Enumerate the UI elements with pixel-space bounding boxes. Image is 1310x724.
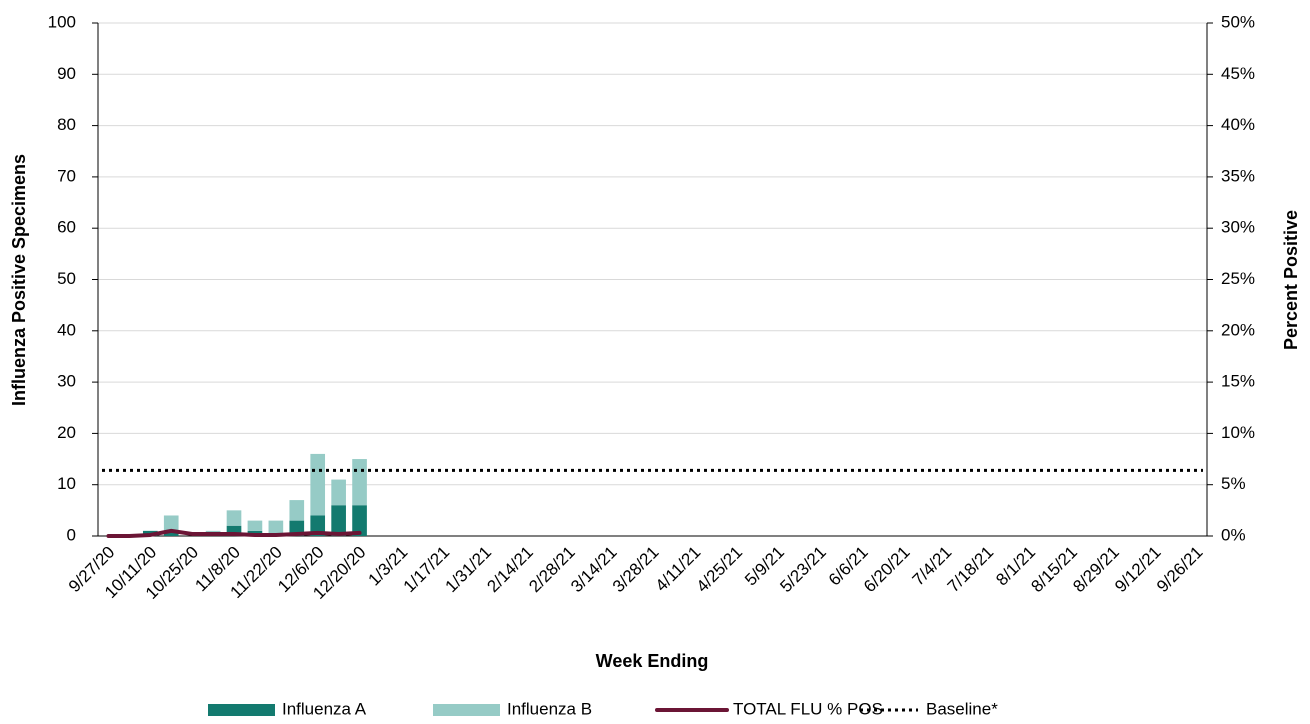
y-tick-label: 100 <box>48 12 76 31</box>
y2-tick-label: 40% <box>1221 115 1255 134</box>
legend-label: Influenza A <box>282 699 367 718</box>
legend-swatch <box>433 704 500 716</box>
bar <box>310 515 326 536</box>
x-tick-label: 7/18/21 <box>944 543 998 597</box>
x-tick-label: 8/29/21 <box>1069 543 1123 597</box>
y-tick-label: 0 <box>67 525 76 544</box>
y2-tick-label: 15% <box>1221 372 1255 391</box>
line <box>106 528 362 538</box>
bar <box>352 459 367 506</box>
bar <box>331 479 346 506</box>
y2-tick-label: 35% <box>1221 166 1255 185</box>
bar <box>163 515 179 531</box>
x-tick-label: 6/20/21 <box>860 543 914 597</box>
bar <box>289 500 305 521</box>
y-tick-label: 80 <box>57 115 76 134</box>
x-tick-label: 2/14/21 <box>483 543 537 597</box>
y2-tick-label: 50% <box>1221 12 1255 31</box>
y-axis-title: Influenza Positive Specimens <box>9 154 29 406</box>
y2-axis-title: Percent Positive <box>1281 210 1301 350</box>
y2-tick-label: 10% <box>1221 423 1255 442</box>
bar <box>247 520 263 531</box>
bar <box>163 530 179 536</box>
y-tick-label: 50 <box>57 269 76 288</box>
y2-tick-label: 30% <box>1221 218 1255 237</box>
y-tick-label: 20 <box>57 423 76 442</box>
x-tick-label: 5/23/21 <box>776 543 830 597</box>
y-tick-label: 40 <box>57 320 76 339</box>
x-axis-title: Week Ending <box>596 651 709 671</box>
legend-label: Baseline* <box>926 699 998 718</box>
y2-tick-label: 0% <box>1221 525 1246 544</box>
y-tick-label: 10 <box>57 474 76 493</box>
x-tick-label: 3/14/21 <box>567 543 621 597</box>
y-tick-label: 60 <box>57 218 76 237</box>
x-tick-label: 1/17/21 <box>400 543 454 597</box>
bar <box>352 505 367 536</box>
x-tick-label: 8/15/21 <box>1027 543 1081 597</box>
y2-tick-label: 25% <box>1221 269 1255 288</box>
x-tick-label: 2/28/21 <box>525 543 579 597</box>
bar <box>226 525 242 536</box>
legend-label: Influenza B <box>507 699 592 718</box>
y-tick-label: 30 <box>57 372 76 391</box>
x-tick-label: 9/26/21 <box>1153 543 1207 597</box>
y2-tick-label: 5% <box>1221 474 1246 493</box>
y-tick-label: 90 <box>57 64 76 83</box>
x-tick-label: 4/25/21 <box>693 543 747 597</box>
x-tick-label: 1/31/21 <box>442 543 496 597</box>
legend-swatch <box>208 704 275 716</box>
y2-tick-label: 20% <box>1221 320 1255 339</box>
y2-tick-label: 45% <box>1221 64 1255 83</box>
x-tick-label: 9/12/21 <box>1111 543 1165 597</box>
bar <box>268 520 284 536</box>
bar <box>310 453 326 516</box>
x-tick-label: 3/28/21 <box>609 543 663 597</box>
legend-label: TOTAL FLU % POS <box>733 699 883 718</box>
y-tick-label: 70 <box>57 166 76 185</box>
bar <box>331 505 346 536</box>
bar <box>226 510 242 526</box>
